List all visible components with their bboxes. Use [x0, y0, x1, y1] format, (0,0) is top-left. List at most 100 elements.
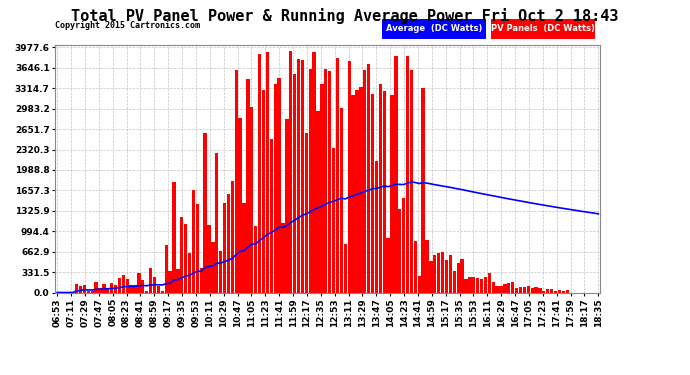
- Bar: [515, 288, 518, 292]
- Bar: [398, 209, 402, 292]
- Bar: [554, 291, 558, 292]
- Bar: [266, 52, 269, 292]
- Bar: [188, 253, 191, 292]
- Text: PV Panels  (DC Watts): PV Panels (DC Watts): [491, 24, 595, 33]
- Bar: [172, 182, 176, 292]
- Bar: [410, 70, 413, 292]
- Bar: [199, 268, 203, 292]
- Bar: [118, 278, 121, 292]
- Bar: [531, 288, 534, 292]
- Bar: [402, 198, 405, 292]
- Bar: [484, 277, 487, 292]
- Bar: [262, 90, 265, 292]
- Bar: [102, 284, 106, 292]
- Bar: [480, 279, 483, 292]
- Bar: [391, 95, 394, 292]
- Bar: [180, 217, 184, 292]
- Bar: [359, 87, 362, 292]
- Bar: [176, 269, 179, 292]
- Bar: [246, 78, 250, 292]
- Bar: [320, 84, 324, 292]
- Bar: [149, 268, 152, 292]
- Bar: [523, 287, 526, 292]
- Bar: [566, 290, 569, 292]
- Bar: [297, 58, 300, 292]
- Bar: [538, 288, 542, 292]
- Bar: [437, 253, 440, 292]
- Text: Copyright 2015 Cartronics.com: Copyright 2015 Cartronics.com: [55, 21, 200, 30]
- Bar: [270, 139, 273, 292]
- Bar: [526, 286, 530, 292]
- Bar: [157, 286, 160, 292]
- Bar: [476, 278, 480, 292]
- Bar: [196, 204, 199, 292]
- Bar: [453, 271, 456, 292]
- Bar: [282, 222, 285, 292]
- Bar: [394, 56, 397, 292]
- Bar: [168, 271, 172, 292]
- Bar: [339, 108, 343, 292]
- Bar: [348, 61, 351, 292]
- Bar: [546, 289, 549, 292]
- Bar: [414, 241, 417, 292]
- Bar: [211, 242, 215, 292]
- Bar: [75, 284, 78, 292]
- Bar: [363, 70, 366, 292]
- Bar: [382, 91, 386, 292]
- Bar: [422, 88, 425, 292]
- Bar: [130, 285, 132, 292]
- Bar: [305, 133, 308, 292]
- Bar: [289, 51, 293, 292]
- Bar: [164, 245, 168, 292]
- Bar: [534, 287, 538, 292]
- Bar: [460, 259, 464, 292]
- Bar: [207, 225, 210, 292]
- Bar: [558, 290, 561, 292]
- Bar: [161, 291, 164, 292]
- Bar: [433, 255, 437, 292]
- FancyBboxPatch shape: [382, 19, 486, 39]
- Text: Average  (DC Watts): Average (DC Watts): [386, 24, 482, 33]
- Bar: [406, 56, 409, 292]
- Bar: [324, 69, 328, 292]
- Bar: [488, 273, 491, 292]
- Bar: [472, 277, 475, 292]
- Bar: [425, 240, 428, 292]
- Bar: [90, 291, 94, 292]
- Bar: [507, 284, 511, 292]
- Bar: [379, 84, 382, 292]
- Bar: [152, 277, 156, 292]
- Bar: [141, 280, 144, 292]
- Bar: [242, 204, 246, 292]
- Bar: [500, 286, 503, 292]
- Bar: [235, 70, 238, 292]
- Bar: [491, 282, 495, 292]
- Bar: [448, 255, 452, 292]
- Bar: [542, 291, 546, 292]
- Bar: [98, 288, 101, 292]
- Bar: [355, 90, 359, 292]
- Bar: [441, 252, 444, 292]
- Bar: [371, 94, 374, 292]
- Bar: [273, 84, 277, 292]
- Bar: [83, 285, 86, 292]
- Bar: [351, 95, 355, 292]
- Bar: [301, 60, 304, 292]
- Bar: [464, 279, 468, 292]
- Bar: [219, 251, 222, 292]
- Bar: [145, 291, 148, 292]
- Bar: [495, 286, 499, 292]
- Bar: [133, 285, 137, 292]
- Bar: [367, 64, 371, 292]
- Bar: [550, 289, 553, 292]
- Bar: [254, 226, 257, 292]
- Bar: [313, 52, 316, 292]
- Bar: [562, 291, 565, 292]
- Bar: [227, 195, 230, 292]
- Bar: [79, 286, 82, 292]
- Bar: [336, 58, 339, 292]
- Bar: [95, 282, 98, 292]
- Bar: [293, 74, 296, 292]
- Bar: [223, 203, 226, 292]
- Bar: [519, 287, 522, 292]
